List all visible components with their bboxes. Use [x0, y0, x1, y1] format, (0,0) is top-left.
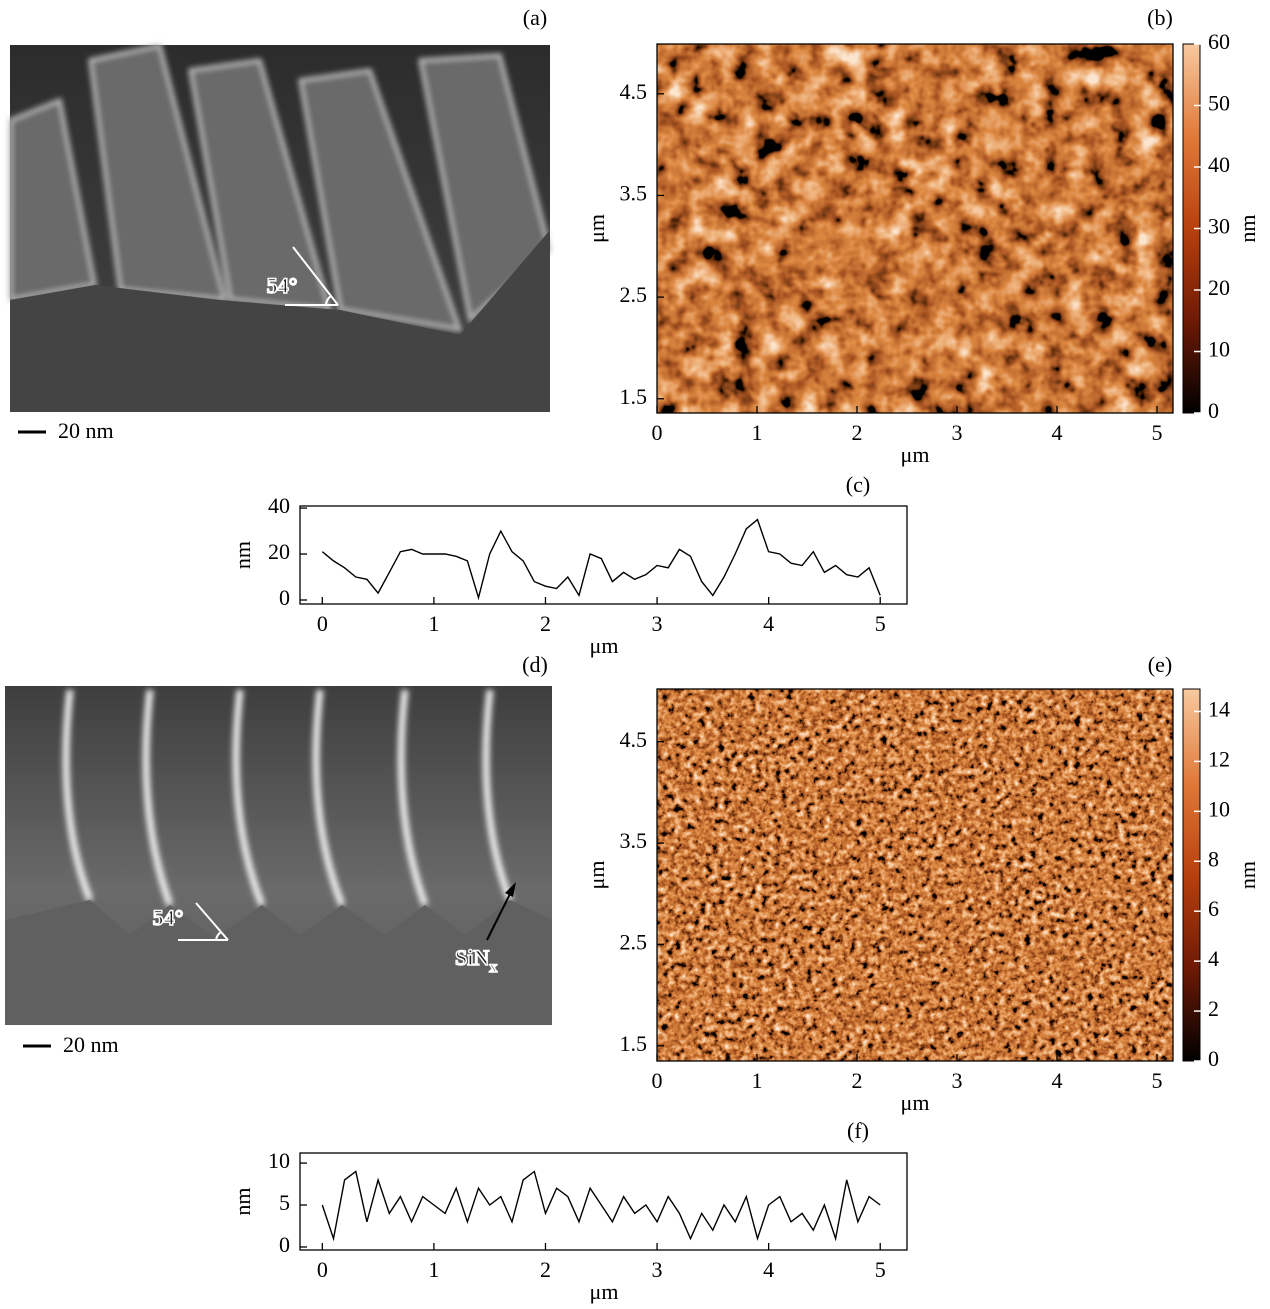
y-tick-label: 1.5 — [620, 384, 648, 409]
profile-line — [322, 520, 880, 598]
y-tick-label: 5 — [279, 1190, 290, 1215]
plot-frame — [300, 506, 907, 604]
y-tick-label: 2.5 — [620, 929, 648, 954]
colorbar-tick-label: 40 — [1208, 152, 1230, 177]
y-tick-label: 3.5 — [620, 181, 648, 206]
y-tick-label: 3.5 — [620, 828, 648, 853]
x-tick-label: 3 — [652, 611, 663, 636]
x-tick-label: 0 — [317, 611, 328, 636]
angle-label: 54° — [267, 273, 298, 298]
x-axis-label: μm — [901, 442, 930, 467]
x-tick-label: 5 — [875, 1257, 886, 1282]
colorbar — [1183, 689, 1200, 1061]
x-tick-label: 2 — [852, 1068, 863, 1093]
x-tick-label: 4 — [763, 1257, 774, 1282]
angle-label: 54° — [153, 905, 184, 930]
x-tick-label: 3 — [952, 1068, 963, 1093]
x-tick-label: 2 — [540, 611, 551, 636]
x-tick-label: 1 — [752, 1068, 763, 1093]
x-tick-label: 0 — [652, 1068, 663, 1093]
panel-label: (a) — [523, 5, 547, 30]
y-tick-label: 2.5 — [620, 282, 648, 307]
x-tick-label: 0 — [652, 420, 663, 445]
panel-label: (f) — [847, 1118, 869, 1143]
x-axis-label: μm — [901, 1090, 930, 1115]
x-tick-label: 5 — [875, 611, 886, 636]
colorbar-tick-label: 50 — [1208, 91, 1230, 116]
x-tick-label: 1 — [428, 611, 439, 636]
x-tick-label: 4 — [763, 611, 774, 636]
afm-image — [657, 689, 1173, 1061]
x-axis-label: μm — [590, 1279, 619, 1304]
panel-label: (d) — [522, 652, 548, 677]
colorbar-tick-label: 14 — [1208, 697, 1230, 722]
y-tick-label: 40 — [268, 493, 290, 518]
scale-bar-label: 20 nm — [58, 418, 114, 443]
x-axis-label: μm — [590, 633, 619, 658]
y-axis-label: μm — [584, 214, 609, 243]
y-axis-label: μm — [584, 861, 609, 890]
x-tick-label: 3 — [952, 420, 963, 445]
plot-frame — [300, 1153, 907, 1250]
colorbar-label: nm — [1235, 214, 1260, 242]
scale-bar-label: 20 nm — [63, 1032, 119, 1057]
colorbar-tick-label: 12 — [1208, 746, 1230, 771]
page: {"panels": { "a": {"label": "(a)", "scal… — [0, 0, 1270, 1309]
annotation-text: SiN — [455, 945, 489, 970]
x-tick-label: 0 — [317, 1257, 328, 1282]
sem-image-a: 54° — [10, 45, 550, 412]
y-axis-label: nm — [230, 1187, 255, 1215]
x-tick-label: 2 — [852, 420, 863, 445]
x-tick-label: 1 — [428, 1257, 439, 1282]
colorbar-tick-label: 60 — [1208, 29, 1230, 54]
profile-line — [322, 1172, 880, 1239]
x-tick-label: 5 — [1152, 420, 1163, 445]
y-tick-label: 20 — [268, 539, 290, 564]
colorbar-tick-label: 6 — [1208, 896, 1219, 921]
y-tick-label: 0 — [279, 1232, 290, 1257]
x-tick-label: 4 — [1052, 1068, 1063, 1093]
y-tick-label: 4.5 — [620, 79, 648, 104]
y-tick-label: 10 — [268, 1148, 290, 1173]
x-tick-label: 5 — [1152, 1068, 1163, 1093]
panel-label: (b) — [1147, 5, 1173, 30]
y-tick-label: 4.5 — [620, 727, 648, 752]
annotation-subscript: x — [489, 959, 497, 976]
colorbar-tick-label: 30 — [1208, 214, 1230, 239]
panel-label: (e) — [1148, 652, 1172, 677]
colorbar-tick-label: 0 — [1208, 398, 1219, 423]
colorbar-label: nm — [1235, 861, 1260, 889]
y-axis-label: nm — [230, 541, 255, 569]
colorbar-tick-label: 4 — [1208, 946, 1219, 971]
x-tick-label: 1 — [752, 420, 763, 445]
x-tick-label: 2 — [540, 1257, 551, 1282]
colorbar-tick-label: 0 — [1208, 1046, 1219, 1071]
y-tick-label: 1.5 — [620, 1031, 648, 1056]
colorbar-tick-label: 10 — [1208, 796, 1230, 821]
colorbar-tick-label: 2 — [1208, 996, 1219, 1021]
y-tick-label: 0 — [279, 585, 290, 610]
afm-image — [657, 44, 1173, 413]
figure: 54° (a) 20 nm 54° SiNx (d) 20 nm (b)0123… — [0, 0, 1270, 1309]
colorbar-tick-label: 8 — [1208, 846, 1219, 871]
colorbar-tick-label: 10 — [1208, 337, 1230, 362]
x-tick-label: 4 — [1052, 420, 1063, 445]
colorbar-tick-label: 20 — [1208, 275, 1230, 300]
sem-image-d: 54° SiNx — [5, 686, 552, 1025]
panel-label: (c) — [846, 472, 870, 497]
x-tick-label: 3 — [652, 1257, 663, 1282]
